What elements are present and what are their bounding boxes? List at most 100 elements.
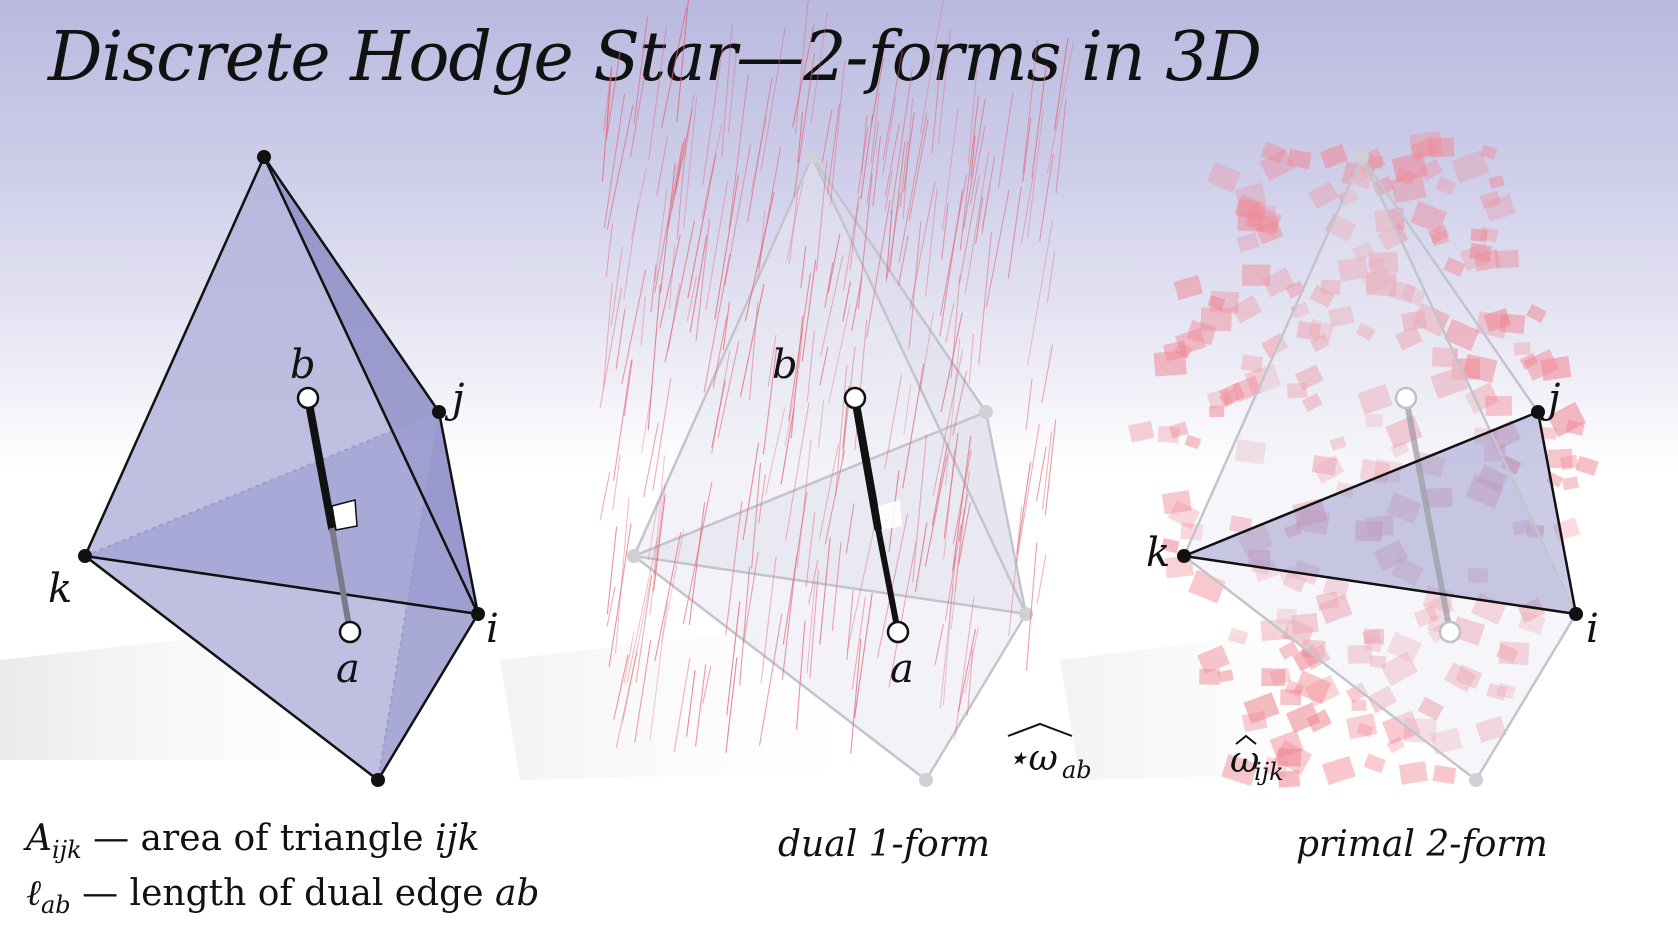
- primal-form-patch: [1365, 272, 1397, 297]
- primal-form-patch: [1200, 307, 1232, 332]
- primal-form-patch: [1329, 436, 1347, 451]
- dual-form-stroke: [780, 408, 795, 485]
- primal-form-patch: [1386, 631, 1422, 664]
- primal-form-patch: [1161, 490, 1192, 515]
- label-k-right: k: [1146, 530, 1170, 576]
- dual-form-stroke: [676, 139, 687, 240]
- dual-form-stroke: [722, 301, 730, 351]
- dual-form-stroke: [978, 232, 992, 365]
- primal-form-patch: [1206, 387, 1233, 410]
- dual-form-stroke: [810, 11, 828, 123]
- dual-form-stroke: [939, 190, 963, 337]
- primal-form-patch: [1513, 342, 1531, 356]
- dual-form-stroke: [954, 471, 970, 592]
- primal-form-patch: [1483, 193, 1516, 222]
- primal-form-patch: [1234, 182, 1267, 210]
- dual-form-stroke: [872, 136, 882, 207]
- vertex-k-right: [1177, 549, 1191, 563]
- dual-form-stroke: [997, 92, 1014, 189]
- primal-form-patch: [1218, 381, 1246, 406]
- dual-form-stroke: [966, 648, 974, 716]
- primal-form-patch: [1241, 264, 1271, 286]
- dual-form-stroke: [846, 520, 877, 652]
- dual-form-stroke: [605, 223, 614, 278]
- dual-form-stroke: [606, 105, 634, 230]
- dual-form-stroke: [1046, 42, 1075, 174]
- primal-form-patch: [1400, 283, 1427, 307]
- dual-form-stroke: [1022, 39, 1038, 174]
- primal-form-patch: [1210, 290, 1240, 314]
- primal-form-patch: [1500, 455, 1522, 475]
- dual-form-stroke: [882, 96, 897, 175]
- dual-form-stroke: [889, 141, 906, 272]
- dual-form-stroke: [711, 380, 726, 448]
- primal-form-patch: [1395, 167, 1416, 186]
- dual-form-stroke: [794, 0, 809, 135]
- left-tetrahedron: b j k i a: [48, 150, 499, 787]
- primal-form-patch: [1367, 685, 1398, 714]
- dual-form-stroke: [798, 328, 804, 369]
- dual-form-stroke: [943, 432, 959, 539]
- dual-form-stroke: [958, 175, 980, 284]
- dual-form-stroke: [831, 542, 842, 632]
- primal-form-patch: [1470, 228, 1488, 242]
- dual-form-stroke: [623, 631, 635, 684]
- primal-form-patch: [1443, 256, 1466, 277]
- dual-form-stroke: [884, 170, 894, 212]
- label-b-middle: b: [772, 342, 798, 388]
- dual-form-stroke: [964, 626, 980, 694]
- dual-form-stroke: [890, 69, 913, 214]
- primal-form-patch: [1236, 232, 1260, 253]
- primal-form-patch: [1431, 347, 1459, 368]
- primal-form-patch: [1485, 395, 1513, 416]
- dual-form-stroke: [643, 422, 659, 498]
- dual-form-stroke: [931, 442, 949, 526]
- dual-form-stroke: [1053, 37, 1069, 131]
- dual-form-stroke: [970, 135, 976, 178]
- dual-form-stroke: [1055, 98, 1067, 194]
- primal-form-patch: [1355, 322, 1376, 341]
- primal-form-patch: [1365, 154, 1384, 169]
- dual-form-stroke: [686, 670, 696, 737]
- dual-form-stroke: [650, 264, 657, 313]
- dual-form-stroke: [860, 115, 868, 175]
- dual-form-stroke: [615, 652, 638, 748]
- dual-form-stroke: [705, 180, 729, 310]
- dual-form-stroke: [941, 203, 949, 260]
- dual-form-stroke: [682, 481, 713, 625]
- dual-form-stroke: [647, 501, 659, 560]
- primal-form-patch: [1285, 280, 1306, 299]
- primal-form-patch: [1496, 682, 1516, 700]
- dual-form-stroke: [845, 503, 855, 554]
- primal-form-patch: [1221, 754, 1259, 787]
- dual-form-stroke: [605, 50, 621, 140]
- primal-form-patch: [1430, 229, 1450, 247]
- dual-form-stroke: [899, 141, 909, 208]
- dual-form-stroke: [801, 259, 817, 362]
- dual-form-stroke: [818, 443, 839, 541]
- primal-form-patch: [1240, 354, 1264, 373]
- primal-form-patch: [1377, 222, 1409, 251]
- primal-form-patch: [1494, 249, 1520, 269]
- dual-form-stroke: [1041, 344, 1053, 404]
- svg-text:⋆ω: ⋆ω: [1006, 738, 1058, 779]
- dual-form-stroke: [944, 337, 961, 485]
- primal-form-patch: [1284, 679, 1304, 698]
- dual-form-stroke: [606, 526, 618, 615]
- dual-form-stroke: [954, 596, 975, 740]
- primal-form-patch: [1207, 295, 1226, 311]
- dual-form-stroke: [785, 181, 804, 264]
- dual-form-stroke: [629, 76, 646, 158]
- legend-length: ℓab — length of dual edge ab: [26, 873, 540, 920]
- primal-form-patch: [1451, 149, 1490, 184]
- dual-form-stroke: [652, 378, 672, 491]
- dual-form-stroke: [937, 28, 952, 144]
- primal-form-patch: [1199, 669, 1221, 685]
- primal-form-patch: [1380, 651, 1418, 687]
- dual-form-stroke: [767, 334, 777, 388]
- primal-form-patch: [1374, 207, 1405, 233]
- primal-form-patch: [1218, 388, 1240, 408]
- dual-form-stroke: [649, 484, 666, 615]
- primal-form-patch: [1547, 401, 1586, 438]
- dual-form-stroke: [727, 52, 737, 133]
